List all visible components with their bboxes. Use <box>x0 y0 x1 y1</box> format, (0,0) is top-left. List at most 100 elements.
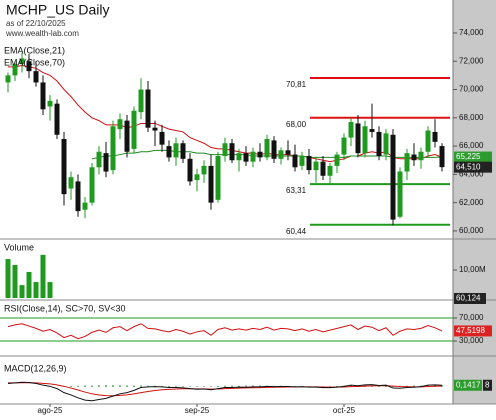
candle-body <box>117 119 123 130</box>
candle-body <box>33 71 39 83</box>
value-label: 60,124 <box>456 294 481 303</box>
candle-body <box>187 158 193 182</box>
candle-body <box>215 155 221 200</box>
candle-body <box>292 154 298 168</box>
x-tick-label: sep-25 <box>185 406 210 415</box>
candle-body <box>355 123 361 154</box>
candle-body <box>145 89 151 128</box>
candle-body <box>362 126 368 154</box>
candle-body <box>26 61 32 72</box>
candle-body <box>411 154 417 161</box>
candle-body <box>138 89 144 113</box>
panel-label: Volume <box>4 242 34 252</box>
value-box <box>454 151 492 163</box>
y-tick-label: 64,000 <box>459 169 484 178</box>
volume-bar <box>26 271 32 298</box>
signal-line <box>8 382 443 397</box>
y-tick-label: 68,000 <box>459 113 484 122</box>
volume-bar <box>40 254 46 298</box>
candle-body <box>425 130 431 152</box>
candle-body <box>243 153 249 162</box>
candle-body <box>12 64 18 76</box>
candle-body <box>173 143 179 158</box>
y-tick-label: 30,000 <box>459 336 484 345</box>
candle-body <box>61 139 67 195</box>
volume-bar <box>47 282 53 298</box>
candle-body <box>40 82 46 110</box>
candle-body <box>264 139 270 158</box>
candle-body <box>96 151 102 168</box>
x-tick-label: ago-25 <box>38 406 63 415</box>
y-tick-label: 72,000 <box>459 56 484 65</box>
y-tick-label: 62,000 <box>459 198 484 207</box>
volume-bar <box>5 259 11 298</box>
value-box <box>483 379 492 391</box>
candle-body <box>89 167 95 203</box>
candle-body <box>110 126 116 171</box>
y-tick-label: 60,000 <box>459 226 484 235</box>
value-label: 65,225 <box>456 152 481 161</box>
candle-body <box>397 171 403 217</box>
level-label: 68,00 <box>286 120 307 129</box>
chart-title: MCHP_US Daily <box>6 2 109 18</box>
candle-body <box>103 153 109 172</box>
volume-bar <box>33 282 39 298</box>
candle-body <box>313 161 319 171</box>
level-label: 63,31 <box>286 186 307 195</box>
candle-body <box>208 165 214 203</box>
candle-body <box>306 155 312 171</box>
subtitle: as of 22/10/2025 <box>6 19 66 28</box>
panel-label: RSI(Close,14), SC>70, SV<30 <box>4 303 126 313</box>
legend-entry: EMA(Close,21) <box>4 45 65 55</box>
candle-body <box>124 120 130 152</box>
value-label: 8 <box>485 380 490 389</box>
candle-body <box>250 151 256 162</box>
legend-entry: EMA(Close,70) <box>4 57 65 67</box>
candle-body <box>152 127 158 131</box>
candle-body <box>299 155 305 166</box>
value-box <box>454 293 486 304</box>
panel-label: MACD(12,26,9) <box>4 363 67 373</box>
candle-body <box>222 143 228 156</box>
candle-body <box>47 100 53 107</box>
axis-panel <box>453 0 496 404</box>
plot: 70,81 68,00 63,31 60,44 <box>0 52 453 402</box>
candle-body <box>327 165 333 176</box>
candle-body <box>432 131 438 142</box>
macd-line <box>7 381 443 402</box>
candle-body <box>348 122 354 138</box>
value-label: 0,1417 <box>456 380 481 389</box>
candle-body <box>418 151 424 161</box>
candle-body <box>131 110 137 149</box>
candle-body <box>180 143 186 159</box>
candle-body <box>201 165 207 175</box>
candle-body <box>376 131 382 156</box>
candle-body <box>390 134 396 220</box>
level-label: 60,44 <box>286 227 307 236</box>
value-box <box>454 325 492 337</box>
candle-body <box>159 131 165 145</box>
candle-body <box>236 153 242 161</box>
x-tick-label: oct-25 <box>333 406 356 415</box>
rsi-line <box>7 323 443 340</box>
y-tick-label: 70,000 <box>459 85 484 94</box>
candle-body <box>19 58 25 65</box>
candle-body <box>285 150 291 155</box>
level-label: 70,81 <box>286 80 307 89</box>
candle-body <box>229 143 235 161</box>
candle-body <box>75 181 81 212</box>
y-tick-label: 66,000 <box>459 141 484 150</box>
y-tick-label: 70,000 <box>459 313 484 322</box>
value-label: 64,510 <box>456 162 481 171</box>
y-tick-label: 10,00M <box>459 265 486 274</box>
volume-bar <box>12 264 18 298</box>
source: www.wealth-lab.com <box>5 29 79 38</box>
candle-body <box>68 177 74 189</box>
candle-body <box>334 154 340 166</box>
candle-body <box>383 133 389 155</box>
candle-body <box>82 202 88 210</box>
candle-body <box>54 103 60 135</box>
